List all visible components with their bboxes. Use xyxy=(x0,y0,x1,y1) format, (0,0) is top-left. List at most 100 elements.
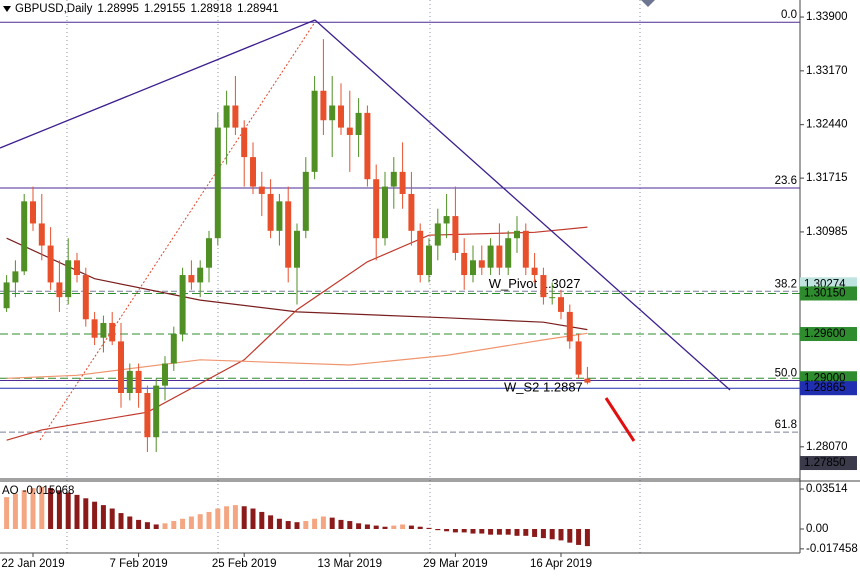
ao-bar xyxy=(470,529,476,534)
ao-bar xyxy=(408,525,414,529)
candle-body xyxy=(276,201,283,231)
ao-bar xyxy=(109,508,115,529)
level-box xyxy=(800,456,857,471)
ao-bar xyxy=(567,529,573,543)
ohlc-value: 1.29155 xyxy=(144,3,186,15)
ao-bar xyxy=(461,529,467,533)
candle-body xyxy=(109,322,116,342)
y-tick-label: 1.32440 xyxy=(806,119,848,131)
candle-body xyxy=(197,267,204,283)
ao-bar xyxy=(100,505,106,529)
symbol: GBPUSD,Daily xyxy=(15,3,93,15)
candle-body xyxy=(3,282,10,309)
candle-body xyxy=(126,370,133,394)
candle-body xyxy=(514,230,520,239)
ao-bar xyxy=(171,521,177,529)
ao-bar xyxy=(417,526,423,529)
ao-bar xyxy=(153,524,159,529)
ohlc-value: 1.28995 xyxy=(97,3,139,15)
candle-body xyxy=(408,193,415,231)
candle-body xyxy=(91,319,98,338)
ao-bar xyxy=(241,506,247,529)
ao-bar xyxy=(48,488,54,529)
moving-average xyxy=(6,332,588,379)
candle-body xyxy=(144,393,151,438)
ao-bar xyxy=(514,529,520,536)
candle-body xyxy=(505,238,512,268)
ao-bar xyxy=(180,518,186,529)
candle-body xyxy=(250,157,256,187)
candle-body xyxy=(258,186,265,194)
ao-bar xyxy=(197,514,203,529)
candle-body xyxy=(267,193,274,231)
ao-bar xyxy=(391,525,397,529)
fib-label: 50.0 xyxy=(775,367,797,379)
level-box xyxy=(800,327,857,342)
ao-bar xyxy=(532,529,538,537)
candle-body xyxy=(434,223,441,246)
candle-body xyxy=(294,230,300,268)
candle-body xyxy=(487,245,494,268)
x-tick-label: 25 Feb 2019 xyxy=(212,558,277,570)
level-label: 1.27850 xyxy=(804,457,846,469)
ao-bar xyxy=(479,529,485,534)
ao-bar xyxy=(21,490,27,529)
shift-marker[interactable] xyxy=(641,0,655,7)
candle-body xyxy=(558,297,564,312)
ao-bar xyxy=(320,516,326,529)
candle-body xyxy=(82,275,89,320)
ao-bar xyxy=(250,508,256,529)
axes: 1.33900 1.33170 1.32440 1.31715 1.30985 1.280… xyxy=(1,11,857,570)
x-tick-label: 13 Mar 2019 xyxy=(318,558,383,570)
ao-bar xyxy=(338,519,344,529)
ao-bar xyxy=(188,516,194,529)
x-tick-label: 22 Jan 2019 xyxy=(1,558,64,570)
trendline xyxy=(314,19,731,391)
ao-panel: AO -0.015068 xyxy=(2,485,590,547)
candle-body xyxy=(540,275,547,298)
candle-body xyxy=(135,370,142,394)
candle-body xyxy=(355,112,362,135)
candle-body xyxy=(584,378,591,383)
ao-bar xyxy=(426,527,432,529)
ao-tick-label: 0.00 xyxy=(806,523,828,535)
x-tick-label: 16 Apr 2019 xyxy=(530,558,592,570)
candle-body xyxy=(417,230,424,276)
ao-bar xyxy=(56,490,62,529)
ao-bar xyxy=(373,525,379,529)
ao-bar xyxy=(488,529,494,535)
y-tick-label: 1.28070 xyxy=(806,441,848,453)
candle-body xyxy=(223,105,230,128)
menu-icon[interactable] xyxy=(3,6,11,12)
candle-body xyxy=(302,171,309,231)
ao-bar xyxy=(584,529,590,547)
y-tick-label: 1.30985 xyxy=(806,226,848,238)
ao-bar xyxy=(92,501,98,529)
level-label: 1.28865 xyxy=(804,382,846,394)
candles xyxy=(3,39,591,452)
ohlc-value: 1.28918 xyxy=(190,3,232,15)
ao-bar xyxy=(162,523,168,529)
y-tick-label: 1.31715 xyxy=(806,172,848,184)
ao-bar xyxy=(232,505,238,529)
header: GBPUSD,Daily 1.28995 1.29155 1.28918 1.28941 xyxy=(15,3,279,15)
trendline xyxy=(0,19,316,149)
candle-body xyxy=(241,127,248,158)
candle-body xyxy=(188,275,195,283)
y-tick-label: 1.33170 xyxy=(806,65,848,77)
level-label: 1.29600 xyxy=(804,328,846,340)
ao-bar xyxy=(259,511,265,529)
ohlc-value: 1.28941 xyxy=(237,3,279,15)
candle-body xyxy=(399,171,406,194)
ao-bar xyxy=(127,516,133,529)
candle-body xyxy=(214,127,221,239)
candle-body xyxy=(522,230,529,268)
ao-bar xyxy=(558,529,564,541)
candle-body xyxy=(382,186,388,239)
level-box xyxy=(800,286,857,301)
candle-body xyxy=(426,245,432,276)
annotation: W_Pivot 1.3027 xyxy=(489,276,581,291)
fib-label: 38.2 xyxy=(775,278,797,290)
ao-bar xyxy=(215,508,221,529)
